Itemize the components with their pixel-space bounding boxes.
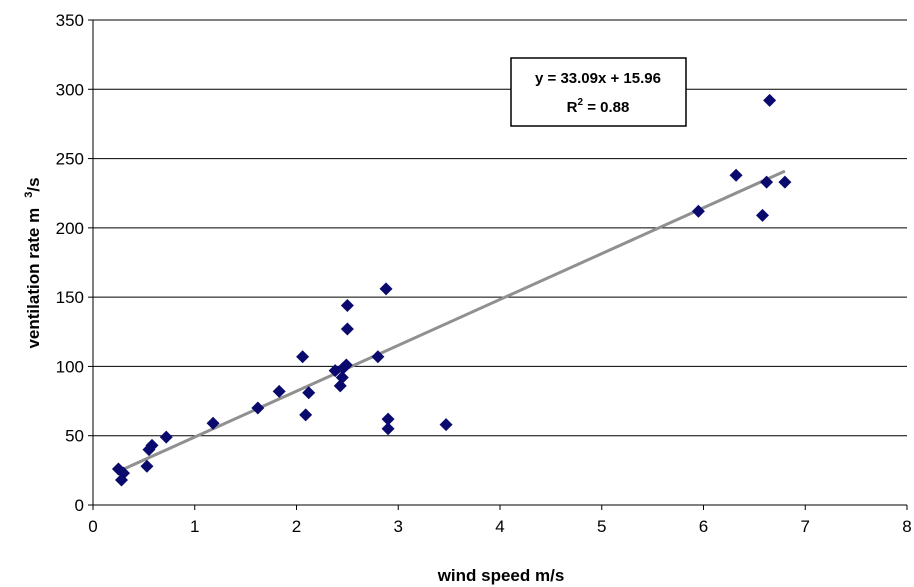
y-tick-label-150: 150 [56,288,84,307]
y-tick-label-200: 200 [56,219,84,238]
y-tick-label-50: 50 [65,427,84,446]
data-point-9 [272,384,286,398]
equation-box-frame [510,57,687,127]
y-axis-title-main: ventilation rate m [24,208,43,349]
trendline-group [117,169,786,473]
trendline [117,169,786,473]
r-squared-tail: = 0.88 [583,99,629,116]
data-point-22 [381,412,395,426]
equation-label: y = 33.09x + 15.96 [535,70,661,87]
x-tick-label-7: 7 [801,517,810,536]
data-point-6 [159,430,173,444]
data-point-3 [140,459,154,473]
r-squared-label: R2 = 0.88 [567,97,630,116]
r-squared-sup: 2 [577,97,583,108]
y-axis-title-sup: 3 [23,192,35,198]
data-point-20 [371,350,385,364]
y-axis-title: ventilation rate m 3/s [23,177,43,348]
data-point-5 [145,438,159,452]
y-tick-label-300: 300 [56,80,84,99]
x-tick-label-0: 0 [88,517,97,536]
data-point-15 [335,371,349,385]
y-tick-label-250: 250 [56,150,84,169]
y-axis-title-tail: /s [24,177,43,191]
y-tick-label-350: 350 [56,11,84,30]
data-point-19 [340,322,354,336]
data-point-23 [381,422,395,436]
r-squared-main: R [567,99,578,116]
data-point-12 [302,386,316,400]
x-tick-label-1: 1 [190,517,199,536]
y-tick-label-100: 100 [56,357,84,376]
axes [88,19,908,510]
data-points [111,93,792,487]
data-point-10 [296,350,310,364]
x-tick-labels: 0 1 2 3 4 5 6 7 8 [88,517,911,536]
data-point-8 [251,401,265,415]
x-tick-label-2: 2 [292,517,301,536]
data-point-2 [117,466,131,480]
data-point-18 [340,298,354,312]
y-tick-label-0: 0 [75,496,84,515]
data-point-17 [339,358,353,372]
x-tick-label-8: 8 [902,517,911,536]
x-tick-label-5: 5 [597,517,606,536]
data-point-21 [379,282,393,296]
data-point-28 [760,175,774,189]
x-tick-label-3: 3 [394,517,403,536]
data-point-30 [778,175,792,189]
data-point-27 [756,208,770,222]
y-tick-labels: 0 50 100 150 200 250 300 350 [56,11,84,515]
x-tick-label-6: 6 [699,517,708,536]
data-point-26 [729,168,743,182]
equation-box: y = 33.09x + 15.96 R2 = 0.88 [510,57,687,127]
x-axis-title: wind speed m/s [437,566,565,585]
x-tick-label-4: 4 [495,517,504,536]
data-point-25 [691,204,705,218]
data-point-29 [763,93,777,107]
data-point-11 [299,408,313,422]
data-point-24 [439,418,453,432]
gridlines [93,19,907,437]
data-point-7 [206,416,220,430]
